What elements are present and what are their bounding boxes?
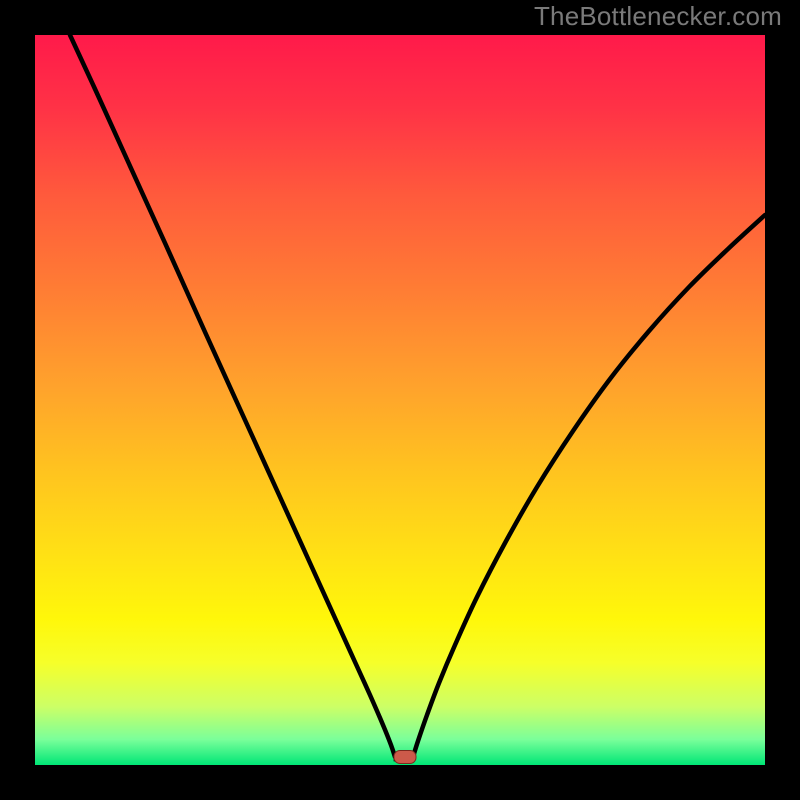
watermark-text: TheBottlenecker.com <box>534 1 782 32</box>
optimal-point-marker <box>394 751 416 764</box>
chart-root: TheBottlenecker.com <box>0 0 800 800</box>
plot-svg <box>35 35 765 765</box>
plot-area <box>35 35 765 765</box>
gradient-background <box>35 35 765 765</box>
